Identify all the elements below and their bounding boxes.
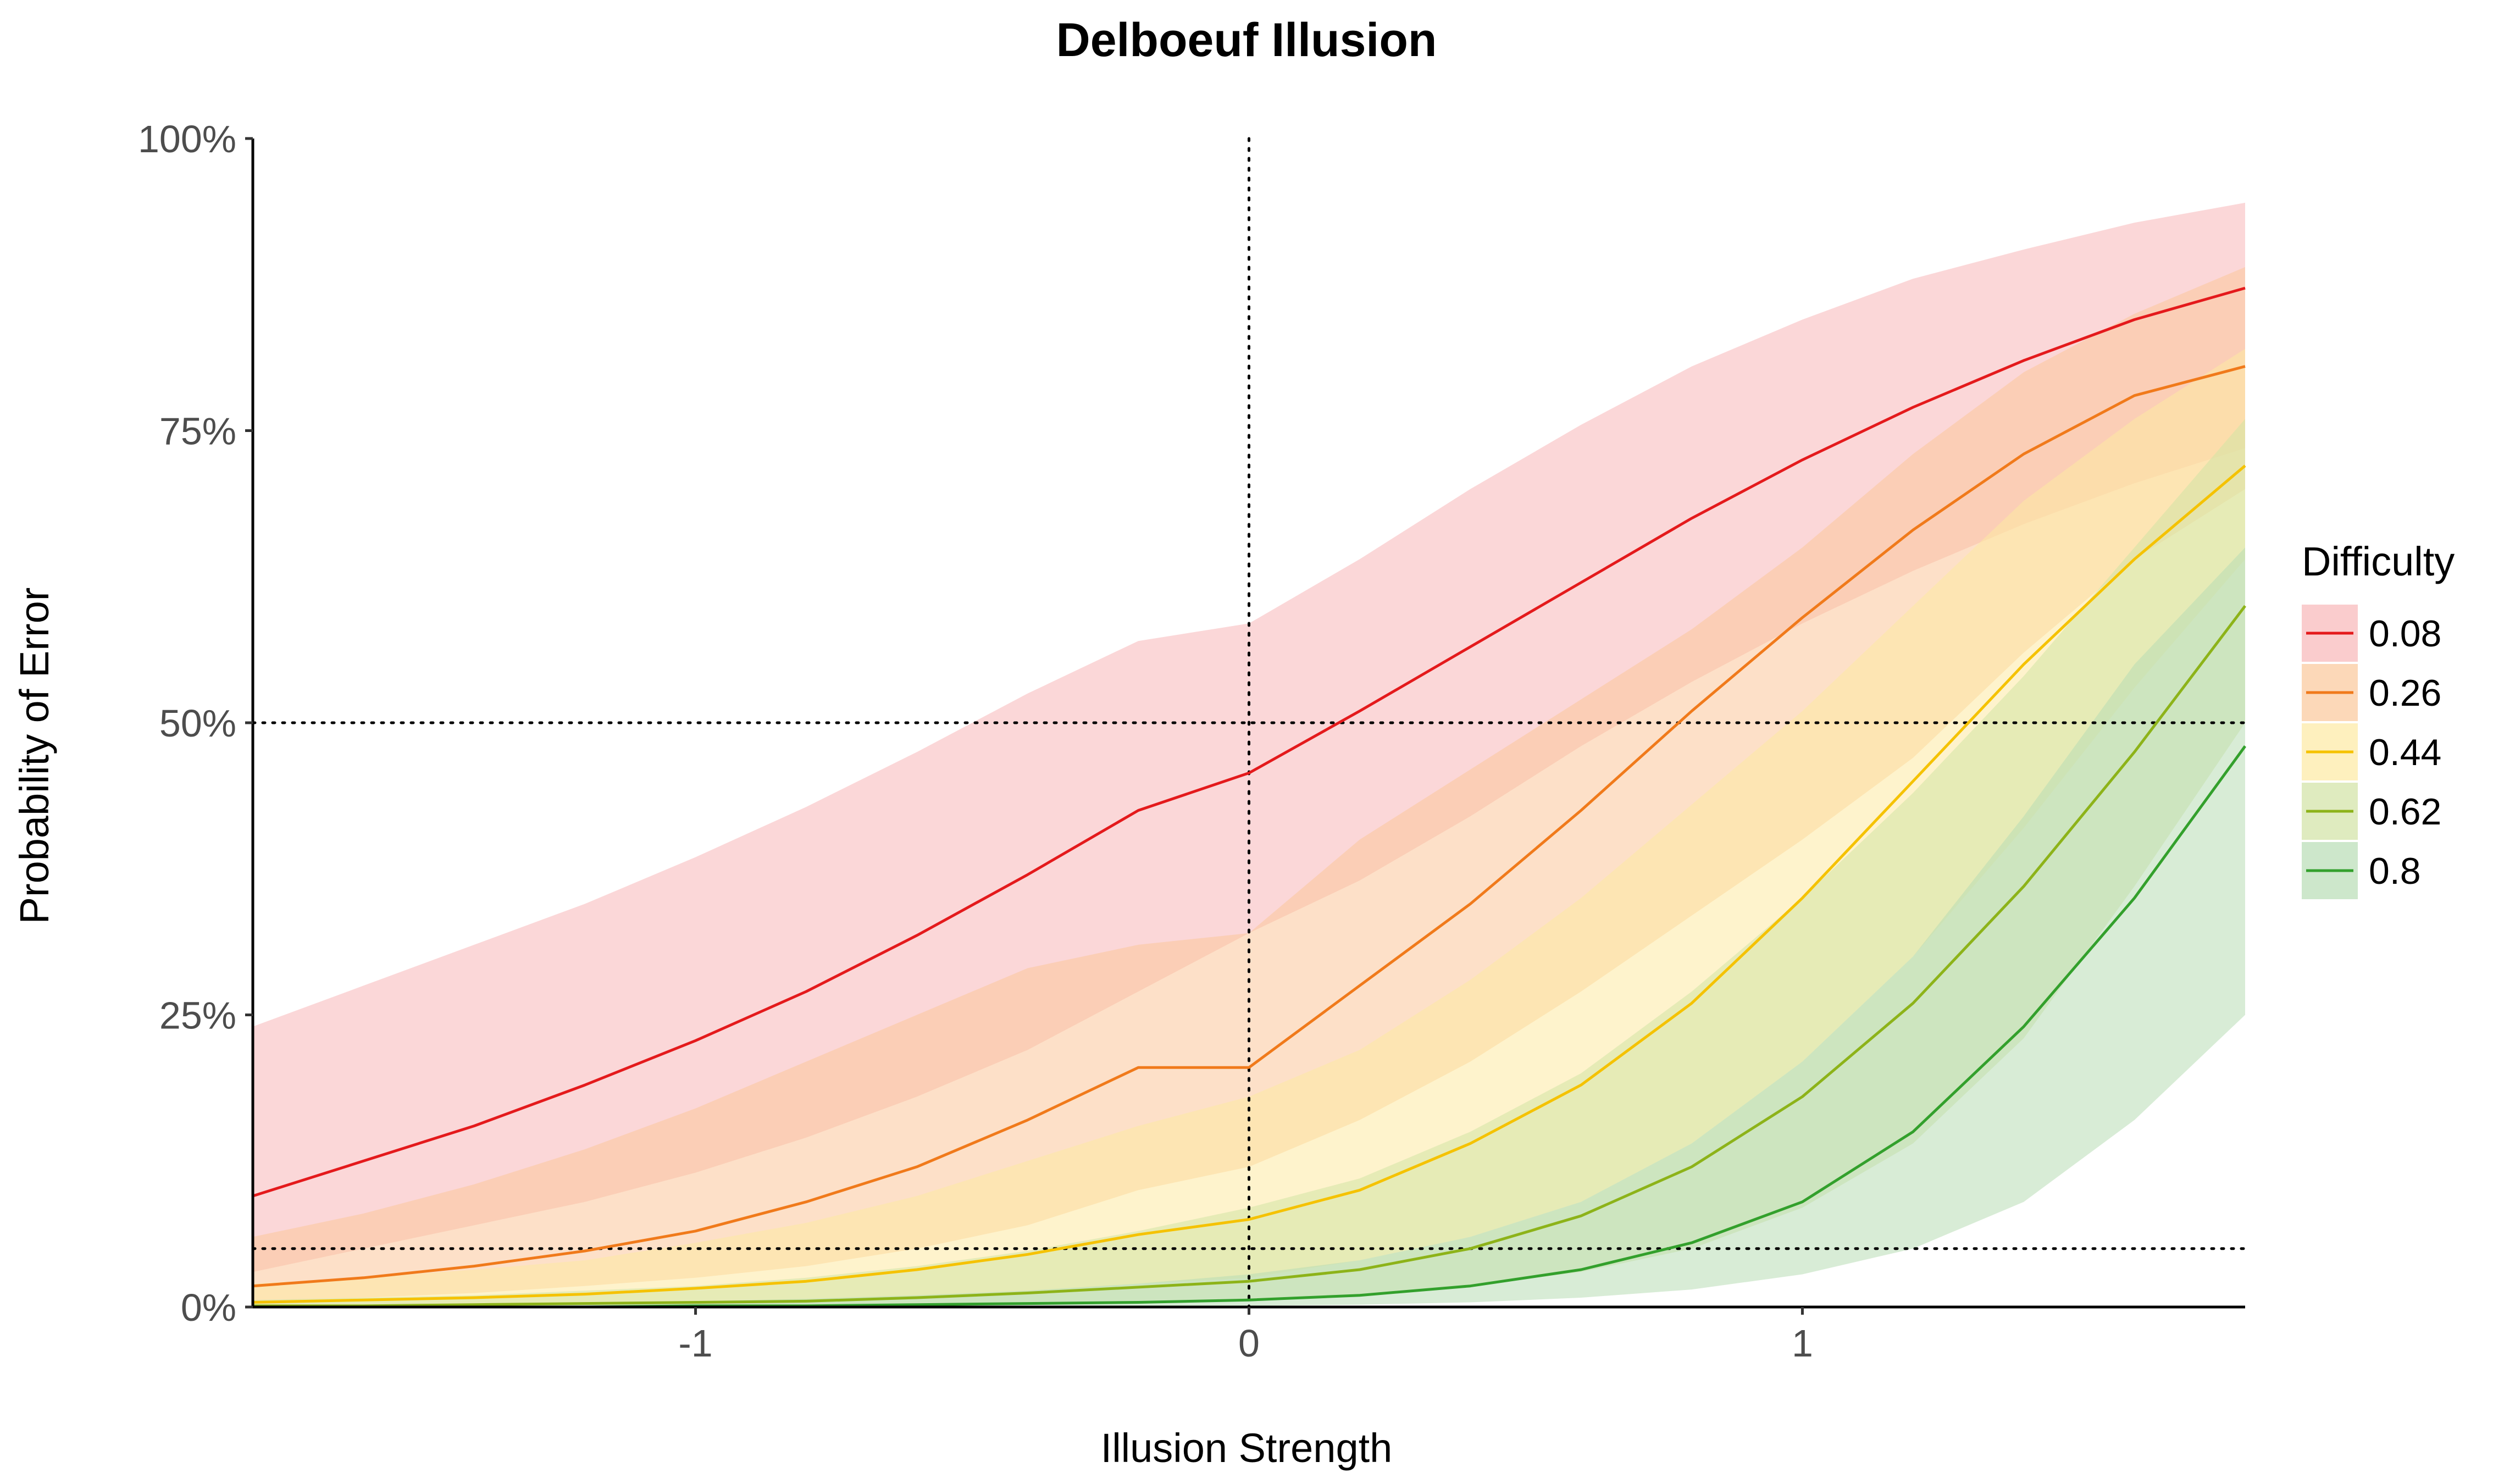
legend-label: 0.26 [2369, 672, 2441, 714]
legend-item-0-44: 0.44 [2302, 723, 2441, 780]
legend-item-0-62: 0.62 [2302, 783, 2441, 840]
chart-title: Delboeuf Illusion [1056, 14, 1437, 67]
y-axis-ticks: 0% 25% 50% 75% 100% [138, 118, 253, 1329]
legend-label: 0.08 [2369, 613, 2441, 655]
x-tick-label: 1 [1792, 1322, 1813, 1365]
legend-label: 0.44 [2369, 732, 2441, 773]
legend-title: Difficulty [2302, 539, 2455, 584]
series-line-0-62 [253, 605, 2246, 1308]
legend-label: 0.62 [2369, 791, 2441, 833]
series-line-0-44 [252, 464, 2246, 1304]
x-axis-title: Illusion Strength [1101, 1425, 1393, 1471]
legend-item-0-8: 0.8 [2302, 842, 2421, 899]
y-tick-label: 50% [159, 702, 236, 745]
legend-label: 0.8 [2369, 850, 2421, 892]
x-tick-label: -1 [678, 1322, 712, 1365]
y-tick-label: 25% [159, 994, 236, 1037]
confidence-band-0-8 [253, 547, 2245, 1307]
confidence-bands [253, 202, 2245, 1308]
legend-item-0-26: 0.26 [2302, 664, 2441, 721]
legend-items: 0.08 0.26 0.44 0.62 0.8 [2302, 605, 2441, 899]
y-tick-label: 75% [159, 410, 236, 453]
confidence-band-0-08 [253, 202, 2245, 1272]
legend: Difficulty 0.08 0.26 0.44 0.62 0.8 [2302, 539, 2455, 899]
series-line-0-26 [252, 365, 2246, 1288]
x-tick-label: 0 [1238, 1322, 1260, 1365]
x-axis-ticks: -1 0 1 [678, 1307, 1813, 1365]
series-line-0-08 [252, 286, 2246, 1198]
reference-lines [251, 137, 2247, 1309]
confidence-band-0-62 [253, 419, 2245, 1308]
y-tick-label: 100% [138, 118, 236, 160]
series-lines [252, 286, 2247, 1309]
y-axis-title: Probability of Error [12, 588, 57, 924]
y-tick-label: 0% [181, 1286, 236, 1329]
legend-item-0-08: 0.08 [2302, 605, 2441, 662]
